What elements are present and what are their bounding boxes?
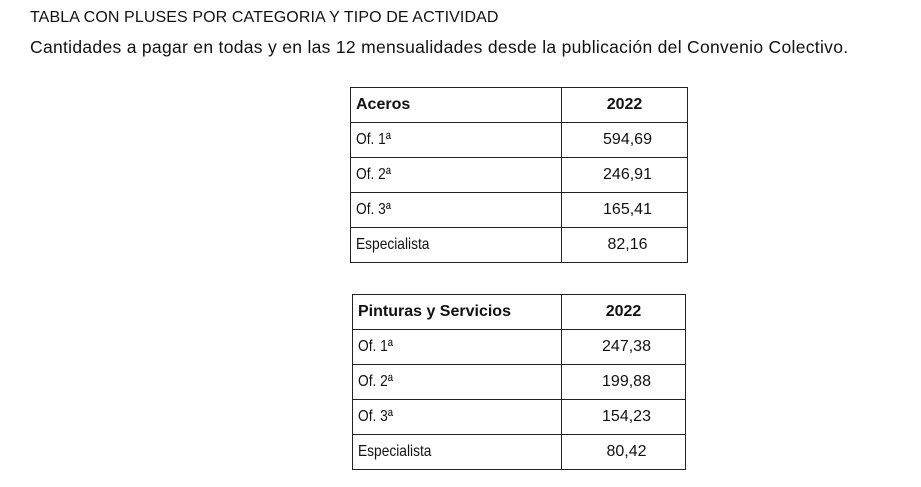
- table-row: Of. 2ª 199,88: [352, 364, 686, 400]
- table-row: Of. 1ª 594,69: [350, 122, 688, 158]
- row-value: 247,38: [561, 329, 686, 365]
- row-category-label: Of. 2ª: [356, 166, 391, 183]
- row-value: 594,69: [561, 122, 688, 158]
- table-aceros: Aceros 2022 Of. 1ª 594,69 Of. 2ª 246,91 …: [350, 87, 688, 263]
- header-category: Pinturas y Servicios: [352, 294, 562, 330]
- row-category-label: Of. 1ª: [358, 338, 393, 355]
- table-row: Of. 1ª 247,38: [352, 329, 686, 365]
- row-category-label: Especialista: [356, 236, 430, 253]
- row-value: 246,91: [561, 157, 688, 193]
- row-category-label: Especialista: [358, 443, 432, 460]
- row-category: Of. 2ª: [352, 364, 562, 400]
- row-category: Especialista: [352, 434, 562, 470]
- row-value: 154,23: [561, 399, 686, 435]
- row-category-label: Of. 1ª: [356, 131, 391, 148]
- table-pinturas-servicios: Pinturas y Servicios 2022 Of. 1ª 247,38 …: [352, 294, 686, 470]
- row-category: Of. 1ª: [350, 122, 562, 158]
- row-value: 82,16: [561, 227, 688, 263]
- table-row: Of. 2ª 246,91: [350, 157, 688, 193]
- table-header-row: Pinturas y Servicios 2022: [352, 294, 686, 330]
- row-category: Of. 3ª: [350, 192, 562, 228]
- table-header-row: Aceros 2022: [350, 87, 688, 123]
- table-row: Especialista 82,16: [350, 227, 688, 263]
- row-category: Of. 2ª: [350, 157, 562, 193]
- row-category: Of. 3ª: [352, 399, 562, 435]
- header-year: 2022: [561, 87, 688, 123]
- table-row: Especialista 80,42: [352, 434, 686, 470]
- document-title: TABLA CON PLUSES POR CATEGORIA Y TIPO DE…: [30, 9, 499, 26]
- row-value: 165,41: [561, 192, 688, 228]
- header-year: 2022: [561, 294, 686, 330]
- table-row: Of. 3ª 165,41: [350, 192, 688, 228]
- row-category: Especialista: [350, 227, 562, 263]
- row-category-label: Of. 3ª: [356, 201, 391, 218]
- row-category-label: Of. 2ª: [358, 373, 393, 390]
- table-row: Of. 3ª 154,23: [352, 399, 686, 435]
- document-subtitle: Cantidades a pagar en todas y en las 12 …: [30, 37, 849, 57]
- row-category-label: Of. 3ª: [358, 408, 393, 425]
- row-value: 80,42: [561, 434, 686, 470]
- row-value: 199,88: [561, 364, 686, 400]
- row-category: Of. 1ª: [352, 329, 562, 365]
- header-category: Aceros: [350, 87, 562, 123]
